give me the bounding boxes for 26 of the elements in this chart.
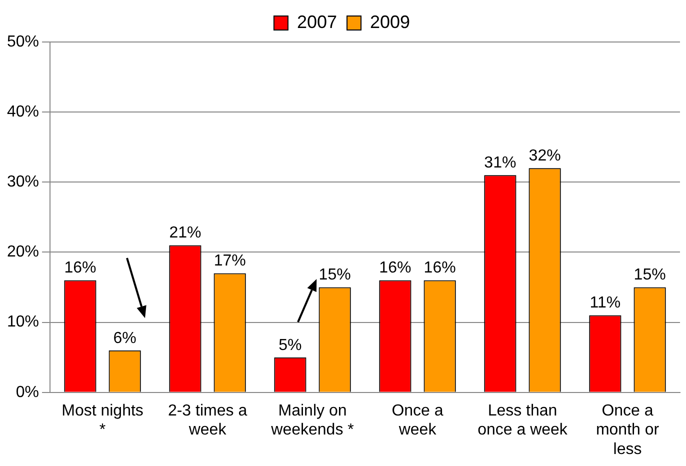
y-tick-label: 50% — [6, 33, 40, 50]
data-label: 21% — [169, 224, 202, 242]
y-tick-label: 0% — [16, 384, 40, 401]
data-label: 6% — [113, 330, 136, 347]
legend-label: 2007 — [296, 12, 338, 32]
data-label: 31% — [484, 154, 516, 172]
data-label: 16% — [379, 260, 412, 277]
data-label: 16% — [424, 260, 456, 277]
x-tick-label: Less than once a week — [478, 402, 568, 439]
data-label: 11% — [590, 294, 621, 312]
y-tick-label: 40% — [6, 103, 40, 120]
y-tick-label: 20% — [6, 244, 40, 261]
data-label: 16% — [64, 260, 96, 277]
y-tick-label: 10% — [6, 314, 40, 331]
legend-label: 2009 — [370, 12, 410, 32]
data-label: 5% — [278, 336, 302, 354]
x-tick-label: Most nights * — [62, 402, 144, 439]
data-label: 15% — [318, 266, 351, 284]
data-label: 15% — [634, 266, 666, 284]
data-label: 17% — [214, 252, 246, 270]
x-tick-label: 2-3 times a week — [168, 402, 248, 439]
data-label: 32% — [528, 148, 561, 165]
y-tick-label: 30% — [6, 174, 40, 191]
x-tick-label: Once a month or less — [596, 402, 660, 458]
x-tick-label: Once a week — [392, 402, 444, 439]
x-tick-label: Mainly on weekends * — [270, 402, 354, 439]
